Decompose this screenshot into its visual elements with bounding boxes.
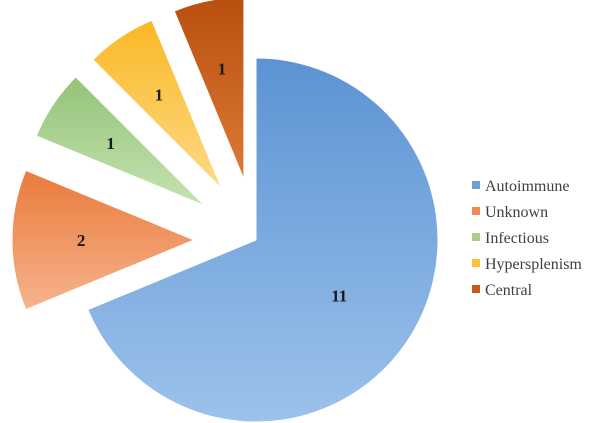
data-label-hypersplenism: 1 <box>155 86 164 105</box>
legend-swatch-central <box>472 285 480 293</box>
legend-item-unknown: Unknown <box>472 204 548 221</box>
pie-slice-central <box>173 0 245 180</box>
data-label-infectious: 1 <box>106 134 115 153</box>
legend-swatch-infectious <box>472 233 480 241</box>
data-label-autoimmune: 11 <box>331 287 347 306</box>
chart-legend: Autoimmune Unknown Infectious Hypersplenism… <box>472 178 582 299</box>
legend-label-unknown: Unknown <box>485 204 548 221</box>
legend-label-infectious: Infectious <box>485 230 549 247</box>
data-label-central: 1 <box>218 60 227 79</box>
data-label-unknown: 2 <box>77 231 86 250</box>
legend-label-central: Central <box>485 282 533 299</box>
legend-swatch-autoimmune <box>472 181 480 189</box>
pie-slice-hypersplenism <box>92 19 223 189</box>
legend-item-infectious: Infectious <box>472 230 549 247</box>
legend-label-hypersplenism: Hypersplenism <box>485 256 582 273</box>
legend-item-central: Central <box>472 282 533 299</box>
legend-swatch-hypersplenism <box>472 259 480 267</box>
legend-label-autoimmune: Autoimmune <box>485 178 569 195</box>
pie-slice-infectious <box>35 76 205 207</box>
pie-slice-autoimmune <box>87 57 439 423</box>
legend-swatch-unknown <box>472 207 480 215</box>
pie-slice-unknown <box>11 169 196 311</box>
pie-slices <box>11 0 439 423</box>
legend-item-autoimmune: Autoimmune <box>472 178 569 195</box>
legend-item-hypersplenism: Hypersplenism <box>472 256 582 273</box>
